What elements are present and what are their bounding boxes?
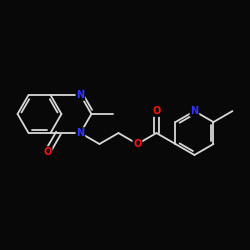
Text: O: O — [44, 147, 52, 157]
Text: N: N — [190, 106, 198, 116]
Text: O: O — [133, 139, 141, 149]
Text: N: N — [76, 128, 84, 138]
Text: N: N — [76, 90, 84, 100]
Text: O: O — [152, 106, 160, 116]
